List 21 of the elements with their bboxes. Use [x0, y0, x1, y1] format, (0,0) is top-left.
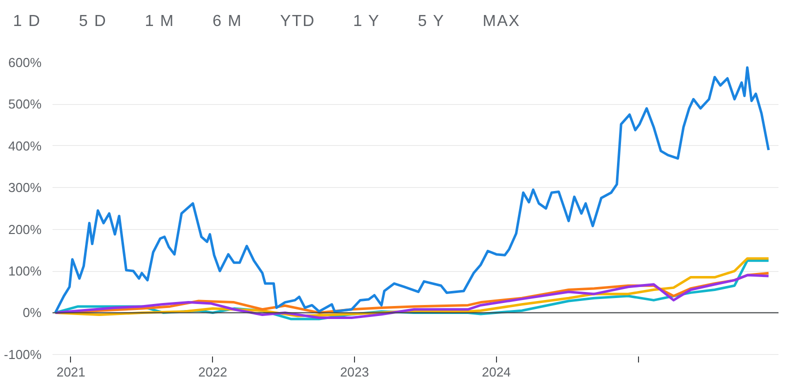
y-tick-label: 0% [22, 305, 42, 320]
y-tick-label: 100% [8, 264, 42, 279]
x-tick-label: 2024 [482, 364, 511, 380]
text: 1 Y [353, 13, 380, 30]
text: 5 D [78, 13, 107, 30]
y-tick-label: 300% [8, 180, 42, 196]
x-tick-label: 2021 [56, 364, 86, 380]
text: 1 D [13, 13, 41, 30]
text: MAX [482, 13, 520, 30]
x-tick-label: 2023 [340, 364, 369, 380]
x-tick-label: 2022 [198, 364, 228, 380]
y-tick-label: 400% [8, 138, 42, 154]
text: 6 M [212, 13, 242, 30]
y-tick-label: 200% [8, 222, 42, 237]
y-tick-label: -100% [4, 346, 42, 362]
text: 1 M [144, 13, 174, 30]
text: YTD [280, 13, 316, 30]
line-series [54, 66, 770, 314]
y-tick-label: 600% [8, 55, 42, 70]
text: 5 Y [418, 13, 445, 30]
y-tick-label: 500% [8, 96, 42, 112]
